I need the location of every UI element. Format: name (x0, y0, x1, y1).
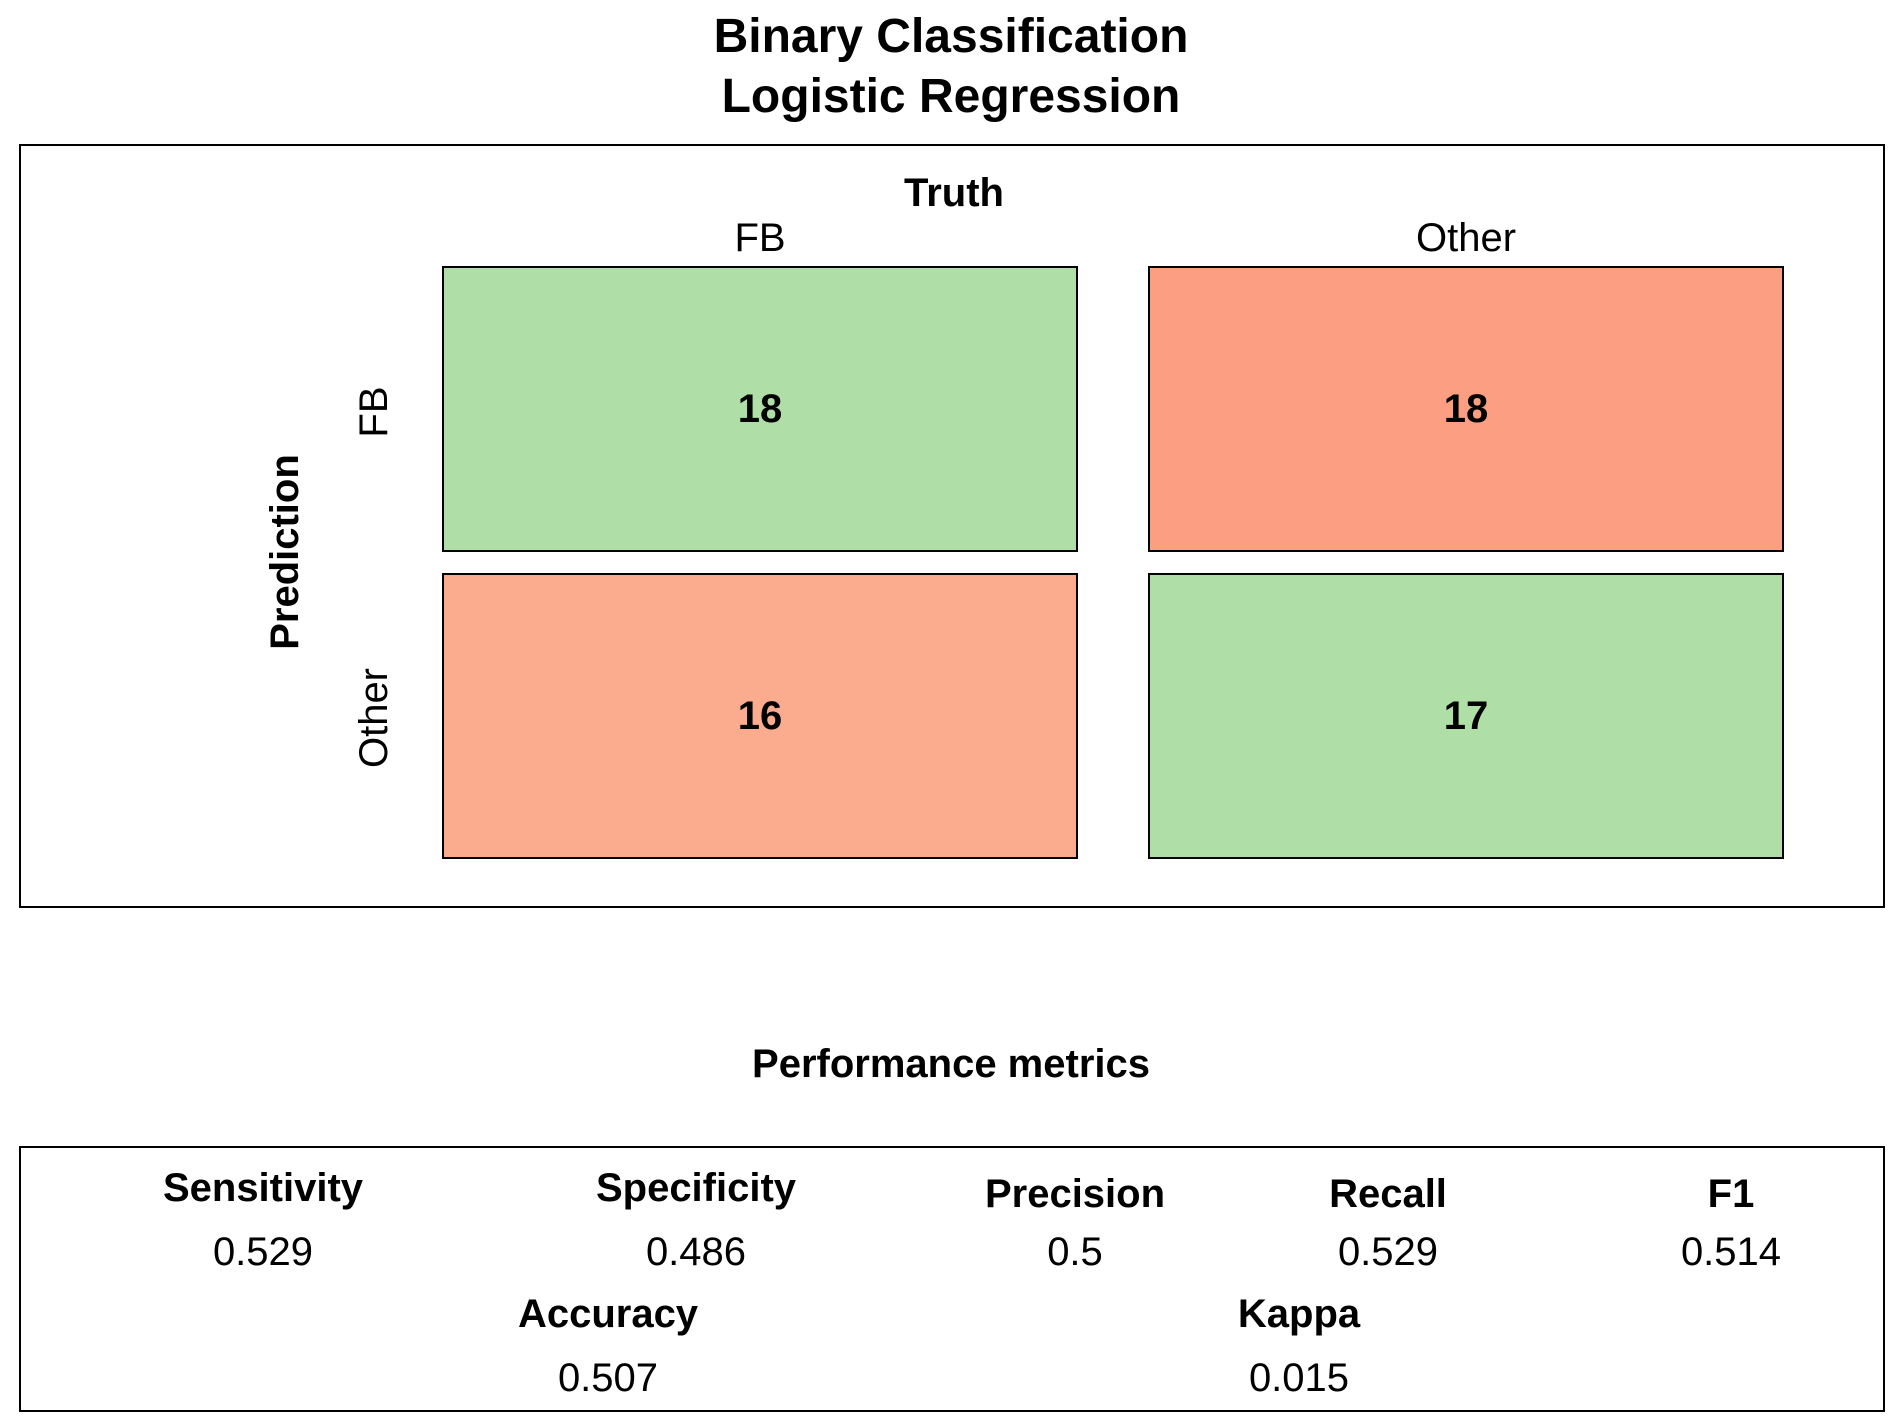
metric-name-recall: Recall (1329, 1172, 1447, 1216)
metric-value-specificity: 0.486 (645, 1230, 747, 1274)
chart-subtitle: Logistic Regression (721, 70, 1181, 123)
metric-name-precision: Precision (984, 1172, 1166, 1216)
cell-pred-other-truth-fb: 16 (442, 573, 1078, 859)
metric-value-accuracy: 0.507 (557, 1356, 659, 1400)
column-label-other: Other (1415, 216, 1517, 260)
metric-value-recall: 0.529 (1337, 1230, 1439, 1274)
metric-name-accuracy: Accuracy (517, 1292, 699, 1336)
column-label-fb: FB (734, 216, 786, 260)
metric-name-sensitivity: Sensitivity (162, 1166, 364, 1210)
confusion-matrix-panel: Truth FB Other Prediction FB Other 18 18… (19, 144, 1885, 908)
cell-pred-other-truth-other: 17 (1148, 573, 1784, 859)
metrics-panel: Sensitivity 0.529 Specificity 0.486 Prec… (19, 1146, 1885, 1412)
truth-axis-title: Truth (904, 171, 1004, 215)
cell-pred-fb-truth-other: 18 (1148, 266, 1784, 552)
metrics-heading: Performance metrics (752, 1042, 1150, 1086)
metric-name-kappa: Kappa (1237, 1292, 1361, 1336)
row-label-fb: FB (352, 386, 396, 438)
chart-title: Binary Classification (713, 10, 1189, 63)
row-label-other: Other (352, 667, 396, 769)
metric-value-f1: 0.514 (1680, 1230, 1782, 1274)
metric-name-f1: F1 (1707, 1172, 1755, 1216)
metric-value-sensitivity: 0.529 (212, 1230, 314, 1274)
metric-name-specificity: Specificity (595, 1166, 797, 1210)
metric-value-kappa: 0.015 (1248, 1356, 1350, 1400)
cell-pred-fb-truth-fb: 18 (442, 266, 1078, 552)
metric-value-precision: 0.5 (1047, 1230, 1103, 1274)
prediction-axis-title: Prediction (263, 454, 307, 650)
